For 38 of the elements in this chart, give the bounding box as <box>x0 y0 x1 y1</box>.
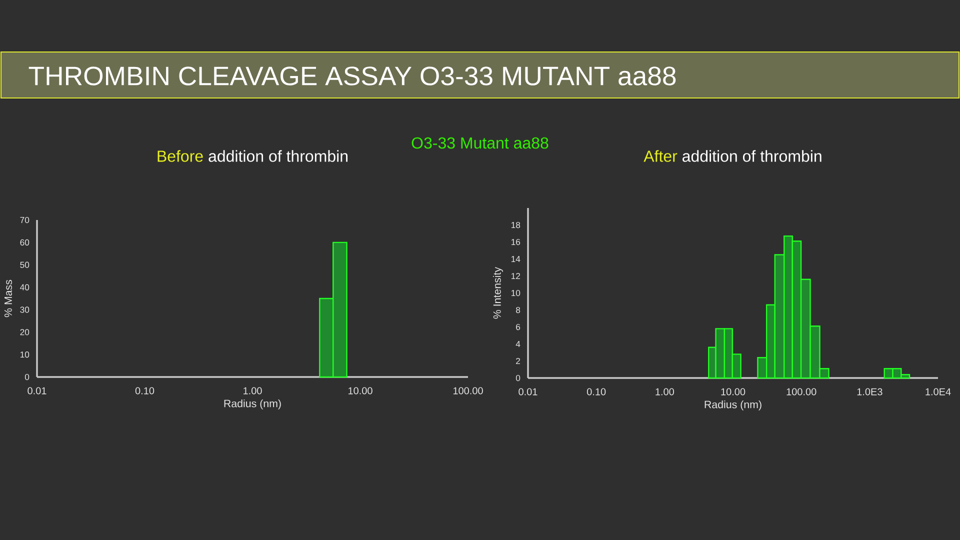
text: O3-33 Mutant aa88 <box>412 137 548 149</box>
x-tick-label: 0.10 <box>587 388 606 396</box>
y-tick-label: 12 <box>511 272 520 280</box>
y-axis-title: % Intensity <box>493 266 503 319</box>
x-tick-label: 0.10 <box>135 387 154 394</box>
x-tick-label: 10.00 <box>721 388 746 396</box>
x-tick-label: 100.00 <box>453 387 483 394</box>
chart-title: After addition of thrombin <box>644 150 822 162</box>
x-tick-label: 1.0E4 <box>926 388 951 396</box>
y-tick-label: 4 <box>516 341 520 347</box>
chart-title: Before addition of thrombin <box>158 150 348 162</box>
y-tick-label: 30 <box>20 306 30 313</box>
y-tick-label: 2 <box>516 358 520 364</box>
x-tick-label: 100.00 <box>786 388 816 396</box>
x-tick-label: 1.0E3 <box>857 388 882 396</box>
x-tick-label: 0.01 <box>28 387 46 394</box>
y-tick-label: 16 <box>511 238 520 246</box>
text: THROMBIN CLEAVAGE ASSAY O3-33 MUTANT aa88 <box>28 66 676 86</box>
y-tick-label: 0 <box>24 374 30 380</box>
y-tick-label: 60 <box>20 239 30 246</box>
y-tick-label: 14 <box>511 256 520 262</box>
x-axis-title: Radius (nm) <box>224 399 281 410</box>
y-tick-label: 40 <box>20 284 30 290</box>
y-tick-label: 6 <box>516 324 520 330</box>
x-tick-label: 0.01 <box>518 388 538 396</box>
y-tick-label: 10 <box>511 290 520 296</box>
x-tick-label: 10.00 <box>348 387 372 394</box>
y-tick-label: 20 <box>20 329 30 336</box>
y-tick-label: 50 <box>20 262 30 268</box>
y-tick-label: 0 <box>516 374 520 382</box>
y-tick-label: 8 <box>516 306 520 314</box>
x-tick-label: 1.00 <box>244 387 262 394</box>
x-tick-label: 1.00 <box>656 388 674 396</box>
y-tick-label: 70 <box>20 216 30 224</box>
y-axis-title: % Mass <box>4 280 12 318</box>
y-tick-label: 10 <box>20 352 30 358</box>
x-axis-title: Radius (nm) <box>704 400 762 410</box>
y-tick-label: 18 <box>511 222 520 228</box>
